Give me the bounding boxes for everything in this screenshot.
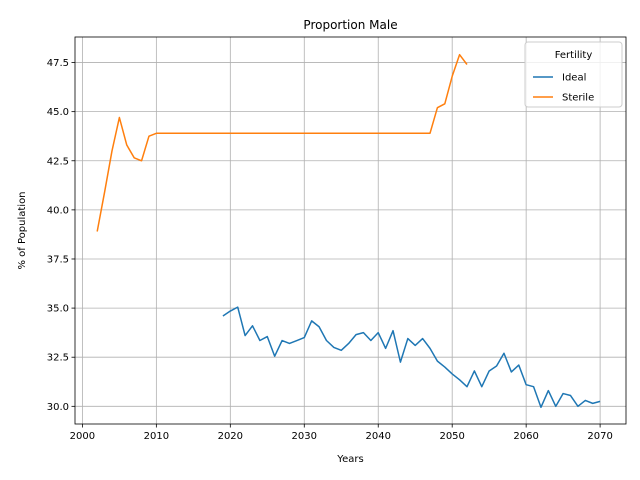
x-tick-label: 2030 bbox=[292, 431, 317, 442]
plot-frame bbox=[74, 36, 627, 425]
legend-box bbox=[524, 41, 623, 108]
y-tick-label: 32.5 bbox=[47, 353, 69, 364]
y-tick-label: 40.0 bbox=[47, 205, 69, 216]
legend-label-ideal: Ideal bbox=[562, 73, 586, 84]
y-tick-label: 30.0 bbox=[47, 402, 69, 413]
x-tick-label: 2040 bbox=[366, 431, 391, 442]
series-line-sterile bbox=[96, 53, 468, 232]
y-axis-title: % of Population bbox=[17, 191, 28, 269]
y-tick-label: 45.0 bbox=[47, 107, 69, 118]
chart-title: Proportion Male bbox=[303, 18, 397, 32]
y-tick-label: 47.5 bbox=[47, 58, 69, 69]
x-tick-label: 2070 bbox=[587, 431, 612, 442]
x-tick-label: 2050 bbox=[439, 431, 464, 442]
y-tick-label: 35.0 bbox=[47, 304, 69, 315]
x-axis-title: Years bbox=[336, 454, 363, 465]
legend-entries: Ideal Sterile bbox=[533, 73, 594, 104]
series-lines bbox=[96, 53, 601, 409]
x-axis-ticks: 2000 2010 2020 2030 2040 2050 2060 2070 bbox=[70, 424, 613, 442]
legend: Fertility Ideal Sterile bbox=[524, 41, 623, 108]
x-tick-label: 2010 bbox=[144, 431, 169, 442]
x-tick-label: 2000 bbox=[70, 431, 95, 442]
y-tick-label: 37.5 bbox=[47, 254, 69, 265]
legend-title: Fertility bbox=[555, 50, 593, 61]
x-tick-label: 2020 bbox=[218, 431, 243, 442]
legend-label-sterile: Sterile bbox=[562, 93, 594, 104]
y-tick-label: 42.5 bbox=[47, 156, 69, 167]
y-axis-ticks: 30.0 32.5 35.0 37.5 40.0 42.5 45.0 47.5 bbox=[47, 58, 75, 413]
series-line-ideal bbox=[222, 306, 601, 409]
x-tick-label: 2060 bbox=[513, 431, 538, 442]
